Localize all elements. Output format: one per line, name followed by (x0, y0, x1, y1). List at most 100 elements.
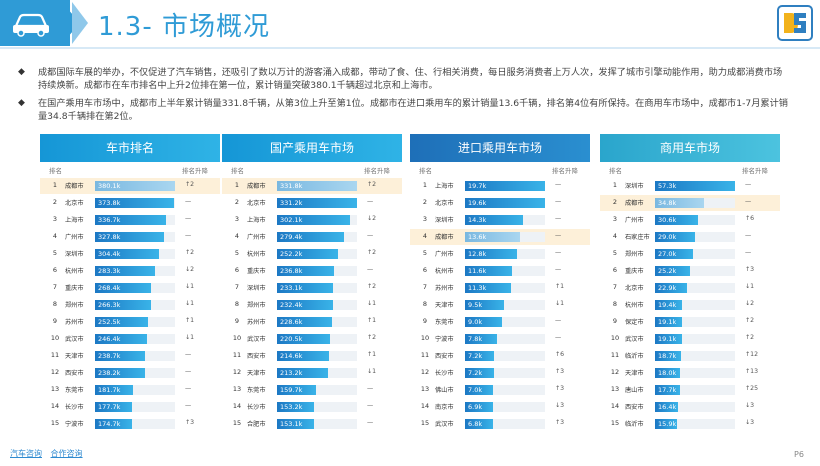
bar-track: 246.4k (95, 334, 175, 344)
city-name: 杭州市 (65, 268, 84, 275)
sales-value: 177.7k (98, 403, 121, 411)
bar-track: 214.6k (277, 351, 357, 361)
table-row: 13 东莞市 159.7k — (222, 382, 402, 398)
rank-change: — (555, 198, 562, 205)
city-name: 天津市 (65, 353, 84, 360)
sales-bar: 19.1k (655, 317, 682, 327)
city-name: 深圳市 (65, 251, 84, 258)
rank-change: — (367, 419, 374, 426)
sales-value: 279.4k (280, 233, 303, 241)
sales-bar: 232.4k (277, 300, 333, 310)
city-name: 北京市 (247, 200, 266, 207)
paragraph-1: ◆ 成都国际车展的举办，不仅促进了汽车销售，还吸引了数以万计的游客涌入成都，带动… (18, 66, 788, 92)
sales-value: 336.7k (98, 216, 121, 224)
bar-track: 331.8k (277, 181, 357, 191)
bar-track: 11.3k (465, 283, 545, 293)
table-row: 8 天津市 9.5k ↓1 (410, 297, 590, 313)
bar-track: 17.7k (655, 385, 735, 395)
bar-track: 19.7k (465, 181, 545, 191)
bar-track: 19.1k (655, 334, 735, 344)
table-row: 3 上海市 336.7k — (40, 212, 220, 228)
table-row: 15 宁波市 174.7k ↑3 (40, 416, 220, 432)
rank-change: — (367, 232, 374, 239)
rank-change: — (367, 266, 374, 273)
sales-value: 220.5k (280, 335, 303, 343)
bar-track: 6.9k (465, 402, 545, 412)
sales-value: 7.2k (468, 352, 483, 360)
bar-track: 19.4k (655, 300, 735, 310)
column-header-rank: 排名 (49, 167, 62, 175)
sales-bar: 19.1k (655, 334, 682, 344)
table-row: 14 南京市 6.9k ↓3 (410, 399, 590, 415)
rank-number: 11 (610, 351, 620, 359)
rank-change: ↑12 (745, 351, 759, 358)
rank-change: ↓1 (745, 283, 755, 290)
ds-logo-icon (777, 5, 813, 41)
bar-track: 232.4k (277, 300, 357, 310)
rank-change: — (185, 198, 192, 205)
table-row: 8 杭州市 19.4k ↓2 (600, 297, 780, 313)
rank-number: 8 (612, 300, 618, 308)
sales-value: 174.7k (98, 420, 121, 428)
bar-track: 238.7k (95, 351, 175, 361)
rank-number: 15 (420, 419, 430, 427)
bar-track: 331.2k (277, 198, 357, 208)
sales-bar: 7.2k (465, 368, 494, 378)
bar-track: 177.7k (95, 402, 175, 412)
footer-link[interactable]: 合作咨询 (50, 449, 83, 458)
bar-track: 233.1k (277, 283, 357, 293)
city-name: 郑州市 (65, 302, 84, 309)
sales-bar: 213.2k (277, 368, 328, 378)
rank-number: 10 (50, 334, 60, 342)
bar-track: 153.2k (277, 402, 357, 412)
rank-change: — (367, 198, 374, 205)
sales-bar: 7.8k (465, 334, 497, 344)
bar-track: 238.2k (95, 368, 175, 378)
rank-number: 10 (232, 334, 242, 342)
bar-track: 159.7k (277, 385, 357, 395)
sales-bar: 7.0k (465, 385, 493, 395)
city-name: 深圳市 (435, 217, 454, 224)
rank-number: 11 (50, 351, 60, 359)
sales-bar: 27.0k (655, 249, 693, 259)
footer-link[interactable]: 汽车咨询 (10, 449, 42, 458)
sales-value: 233.1k (280, 284, 303, 292)
city-name: 临沂市 (625, 353, 644, 360)
rank-change: ↓1 (185, 283, 195, 290)
city-name: 西安市 (247, 353, 266, 360)
bar-track: 283.3k (95, 266, 175, 276)
table-row: 7 重庆市 268.4k ↓1 (40, 280, 220, 296)
sales-value: 302.1k (280, 216, 303, 224)
rank-number: 7 (234, 283, 240, 291)
city-name: 东莞市 (435, 319, 454, 326)
bar-track: 19.6k (465, 198, 545, 208)
bar-track: 9.0k (465, 317, 545, 327)
rank-change: — (185, 385, 192, 392)
table-row: 10 武汉市 246.4k ↓1 (40, 331, 220, 347)
bar-track: 7.2k (465, 351, 545, 361)
rank-number: 14 (610, 402, 620, 410)
city-name: 武汉市 (65, 336, 84, 343)
sales-value: 11.6k (468, 267, 487, 275)
rank-number: 6 (612, 266, 618, 274)
city-name: 武汉市 (435, 421, 454, 428)
sales-bar: 252.2k (277, 249, 338, 259)
sales-bar: 373.8k (95, 198, 174, 208)
rank-number: 3 (422, 215, 428, 223)
rank-number: 13 (50, 385, 60, 393)
rank-change: ↑1 (367, 317, 377, 324)
bar-track: 153.1k (277, 419, 357, 429)
city-name: 成都市 (435, 234, 454, 241)
rank-number: 1 (234, 181, 240, 189)
bar-track: 25.2k (655, 266, 735, 276)
table-row: 12 天津市 213.2k ↓1 (222, 365, 402, 381)
city-name: 苏州市 (435, 285, 454, 292)
sales-bar: 327.8k (95, 232, 164, 242)
bar-track: 9.5k (465, 300, 545, 310)
rank-number: 1 (422, 181, 428, 189)
rank-number: 14 (420, 402, 430, 410)
rank-number: 8 (52, 300, 58, 308)
page-number: P6 (794, 450, 804, 459)
bar-track: 13.6k (465, 232, 545, 242)
rank-change: ↑2 (185, 181, 195, 188)
